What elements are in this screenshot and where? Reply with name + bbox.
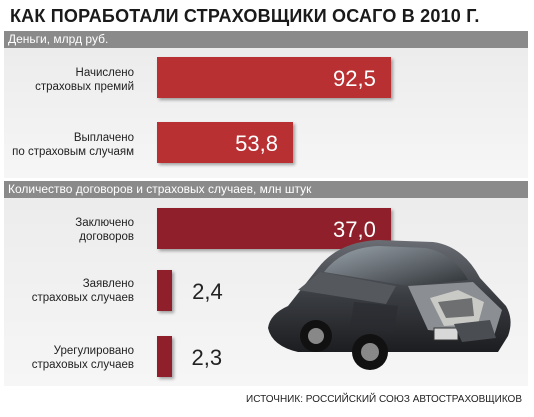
category-label: Заключено договоров (75, 217, 134, 243)
data-label-payouts: 53,8 (235, 131, 278, 156)
chart-title: КАК ПОРАБОТАЛИ СТРАХОВЩИКИ ОСАГО В 2010 … (10, 6, 480, 26)
section-header-counts: Количество договоров и страховых случаев… (4, 181, 528, 198)
bar-contracts (157, 208, 392, 249)
damaged-car-image (268, 240, 511, 370)
data-label-contracts: 37,0 (333, 217, 376, 242)
section-header-money: Деньги, млрд руб. (4, 31, 528, 48)
bar-premiums (157, 57, 392, 98)
source-note: ИСТОЧНИК: РОССИЙСКИЙ СОЮЗ АВТОСТРАХОВЩИК… (246, 394, 522, 405)
data-label-claims-settled: 2,3 (191, 345, 223, 370)
category-label: Начислено страховых премий (35, 67, 134, 93)
data-label-premiums: 92,5 (333, 66, 376, 91)
bar-payouts (157, 122, 294, 163)
data-label-claims-filed: 2,4 (192, 279, 223, 304)
bar-claims-settled (157, 336, 172, 377)
bar-claims-filed (157, 270, 173, 311)
category-label: Заявлено страховых случаев (31, 278, 134, 304)
category-label: Выплачено по страховым случаям (12, 132, 134, 158)
category-label: Урегулировано страховых случаев (31, 345, 134, 371)
